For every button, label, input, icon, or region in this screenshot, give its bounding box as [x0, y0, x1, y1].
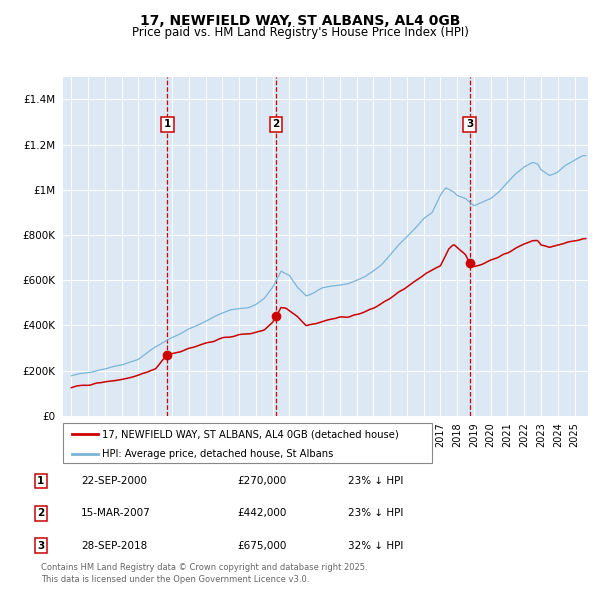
Text: 17, NEWFIELD WAY, ST ALBANS, AL4 0GB (detached house): 17, NEWFIELD WAY, ST ALBANS, AL4 0GB (de… — [102, 430, 398, 440]
Text: 22-SEP-2000: 22-SEP-2000 — [81, 476, 147, 486]
Text: 23% ↓ HPI: 23% ↓ HPI — [348, 509, 403, 518]
Text: £270,000: £270,000 — [237, 476, 286, 486]
Text: £442,000: £442,000 — [237, 509, 286, 518]
Text: 3: 3 — [466, 119, 473, 129]
Text: Contains HM Land Registry data © Crown copyright and database right 2025.: Contains HM Land Registry data © Crown c… — [41, 563, 367, 572]
FancyBboxPatch shape — [63, 423, 432, 463]
Text: 2: 2 — [37, 509, 44, 518]
Text: 32% ↓ HPI: 32% ↓ HPI — [348, 541, 403, 550]
Text: 15-MAR-2007: 15-MAR-2007 — [81, 509, 151, 518]
Text: This data is licensed under the Open Government Licence v3.0.: This data is licensed under the Open Gov… — [41, 575, 309, 584]
Text: £675,000: £675,000 — [237, 541, 286, 550]
Text: 23% ↓ HPI: 23% ↓ HPI — [348, 476, 403, 486]
Text: 17, NEWFIELD WAY, ST ALBANS, AL4 0GB: 17, NEWFIELD WAY, ST ALBANS, AL4 0GB — [140, 14, 460, 28]
Text: 2: 2 — [272, 119, 280, 129]
Text: 28-SEP-2018: 28-SEP-2018 — [81, 541, 147, 550]
Text: Price paid vs. HM Land Registry's House Price Index (HPI): Price paid vs. HM Land Registry's House … — [131, 26, 469, 39]
Text: 1: 1 — [37, 476, 44, 486]
Text: HPI: Average price, detached house, St Albans: HPI: Average price, detached house, St A… — [102, 448, 333, 458]
Text: 1: 1 — [164, 119, 171, 129]
Text: 3: 3 — [37, 541, 44, 550]
